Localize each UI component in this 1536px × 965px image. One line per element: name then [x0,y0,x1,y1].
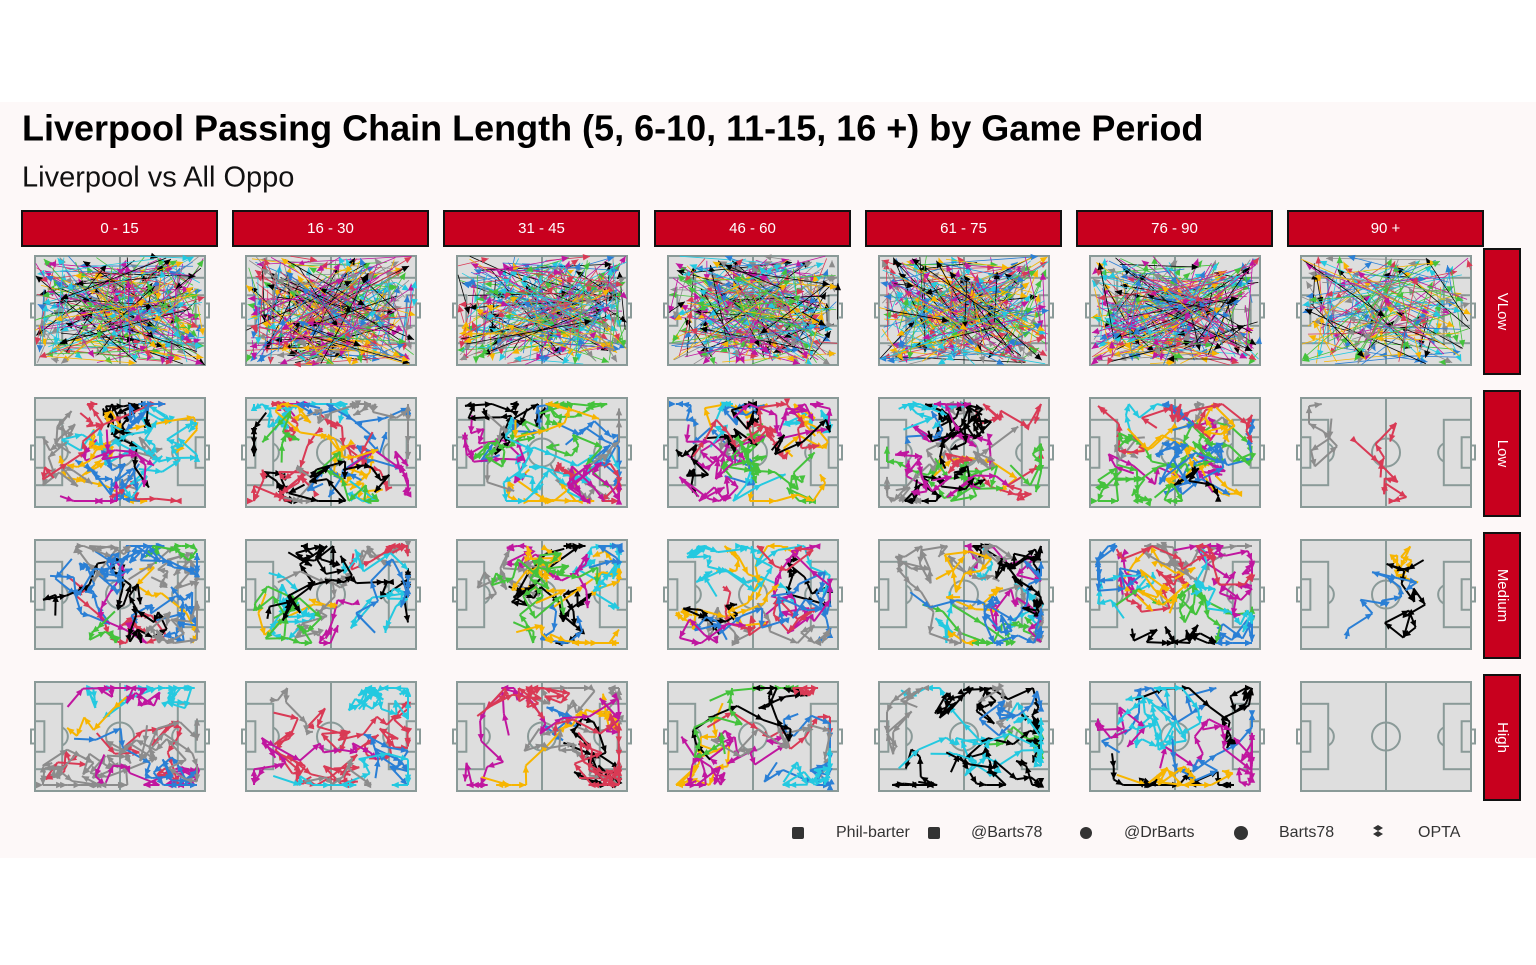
column-label: 31 - 45 [518,220,565,237]
pitch-panel [31,398,209,507]
pitch-panel [453,254,631,365]
github-icon [1234,826,1248,840]
chart-title: Liverpool Passing Chain Length (5, 6-10,… [22,108,1203,149]
row-label: Medium [1494,569,1511,622]
column-label: 0 - 15 [100,220,138,237]
row-label: Low [1494,440,1511,468]
x-icon [928,827,940,839]
pitch-panel [664,398,842,507]
row-label: High [1494,722,1511,753]
linkedin-icon [792,827,804,839]
pitch-panel [664,254,842,365]
column-label: 16 - 30 [307,220,354,237]
mastodon-icon [1080,827,1092,839]
pitch-panel [242,398,420,507]
column-label: 90 + [1371,220,1401,237]
pitch-panel [875,254,1053,365]
pitch-panel [1086,256,1264,366]
pitch-panel [453,398,631,507]
pitch-panel [31,253,209,366]
column-label: 61 - 75 [940,220,987,237]
pitch-panel [1297,255,1475,366]
chart-subtitle: Liverpool vs All Oppo [22,162,294,194]
pitch-panel [242,256,420,367]
column-label: 76 - 90 [1151,220,1198,237]
column-label: 46 - 60 [729,220,776,237]
row-label: VLow [1494,293,1511,331]
